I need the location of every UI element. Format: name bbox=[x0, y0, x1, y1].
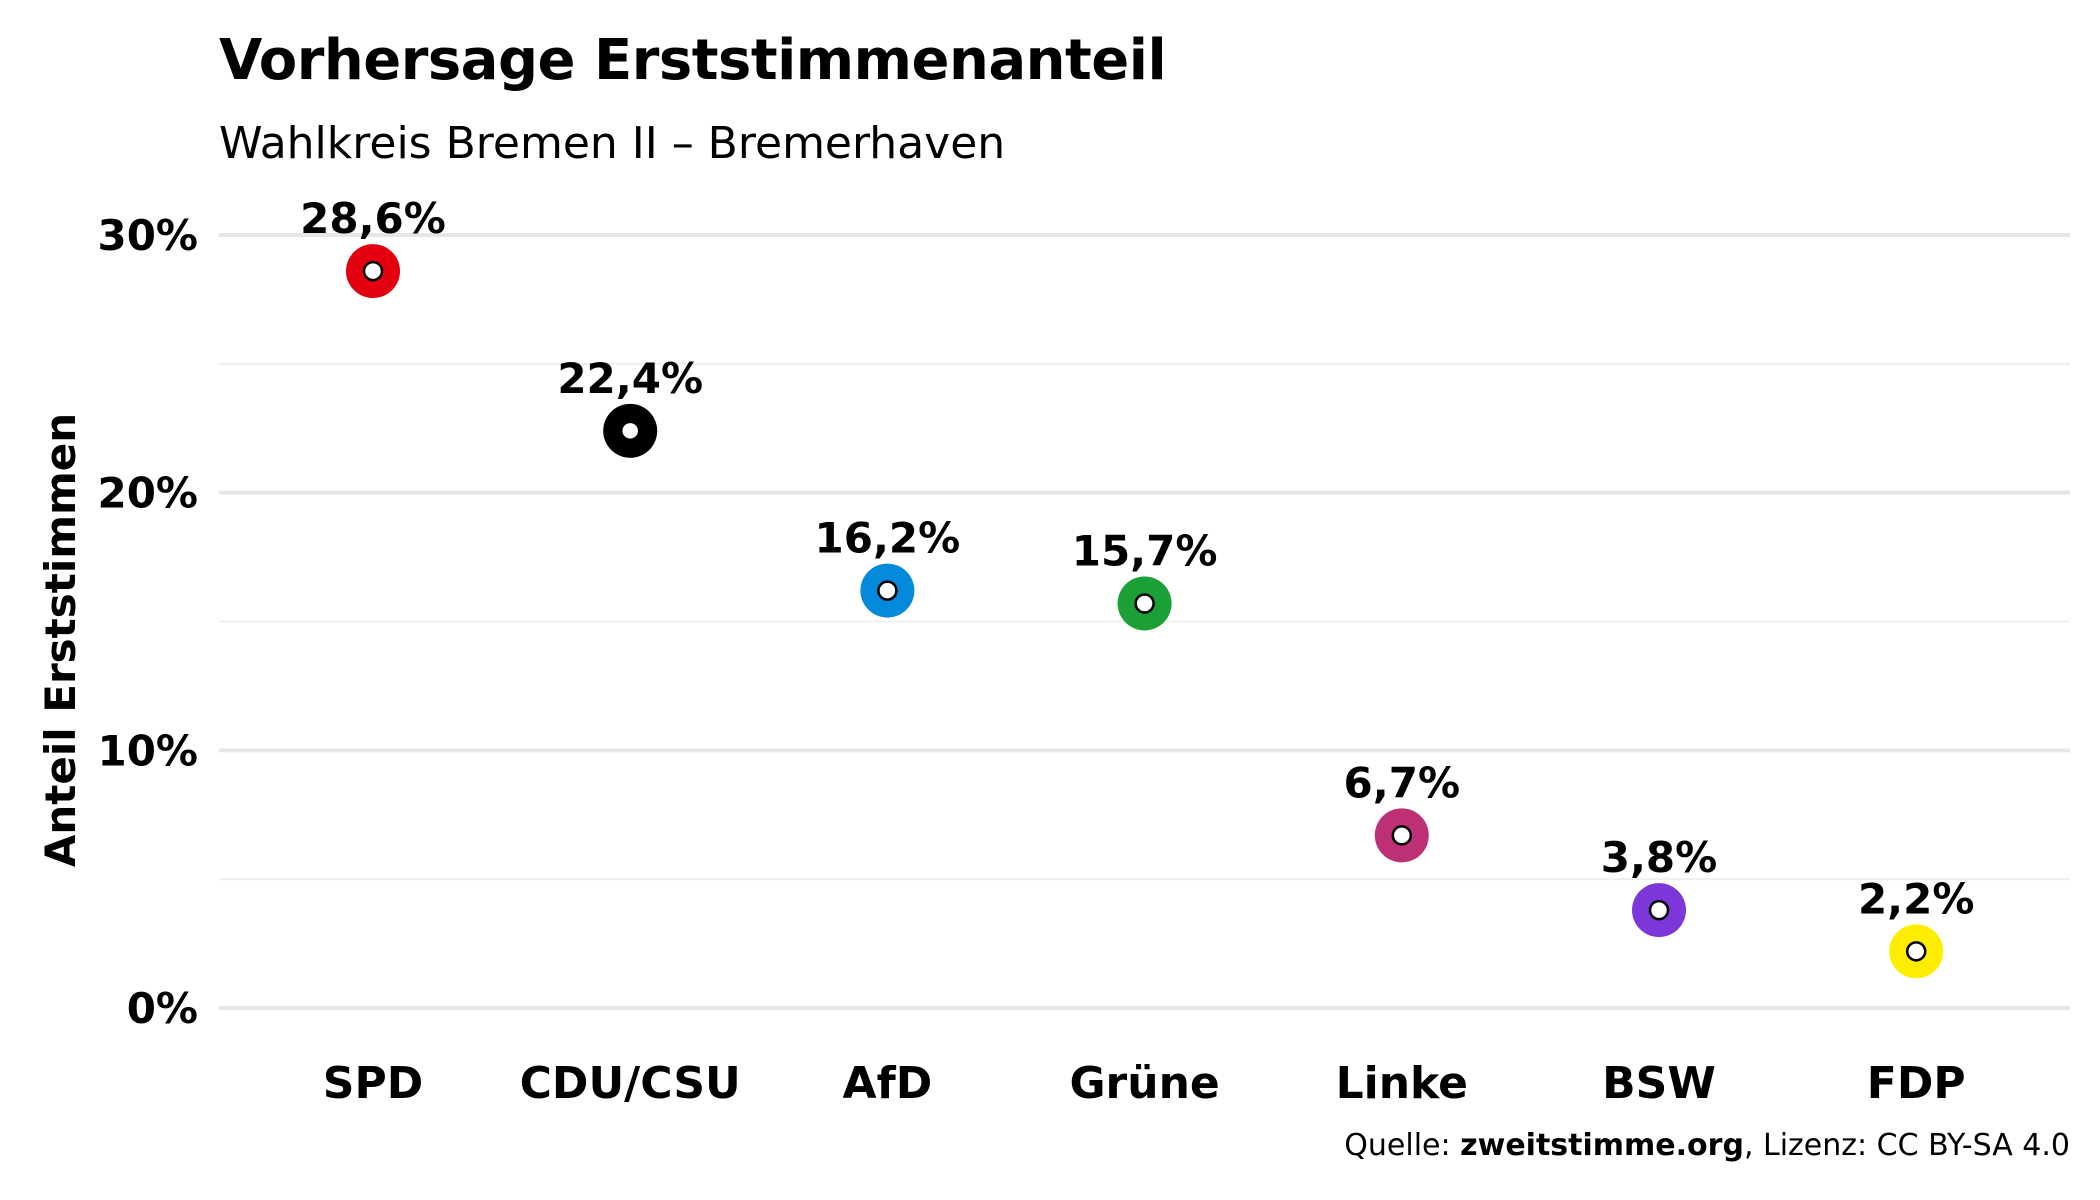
data-point-center bbox=[877, 580, 898, 601]
data-point-center bbox=[1134, 593, 1155, 614]
data-point-center bbox=[1391, 825, 1413, 846]
data-label: 22,4% bbox=[557, 354, 703, 403]
data-label: 2,2% bbox=[1858, 874, 1974, 923]
caption-prefix: Quelle: bbox=[1344, 1128, 1461, 1163]
y-tick-label: 10% bbox=[97, 726, 198, 775]
data-points: 28,6% 22,4% 16,2% 15,7% 6,7% 3,8% 2,2% bbox=[300, 194, 1974, 979]
y-axis-label: Anteil Erststimmen bbox=[36, 413, 85, 867]
x-category-label: Grüne bbox=[1069, 1058, 1219, 1109]
data-label: 3,8% bbox=[1601, 833, 1717, 882]
y-axis-ticks: 0% 10% 20% 30% bbox=[97, 211, 198, 1033]
chart-title: Vorhersage Erststimmenanteil bbox=[219, 28, 1167, 93]
data-label: 6,7% bbox=[1344, 758, 1460, 807]
y-tick-label: 30% bbox=[97, 211, 198, 260]
x-category-label: CDU/CSU bbox=[520, 1058, 741, 1109]
x-category-label: SPD bbox=[323, 1058, 423, 1109]
data-point-center bbox=[1648, 899, 1670, 921]
x-category-label: FDP bbox=[1867, 1058, 1966, 1109]
x-category-label: Linke bbox=[1336, 1058, 1468, 1109]
data-point-center bbox=[1905, 941, 1927, 962]
y-tick-label: 0% bbox=[127, 984, 198, 1033]
y-tick-label: 20% bbox=[97, 469, 198, 518]
data-point-center bbox=[619, 420, 641, 442]
data-label: 16,2% bbox=[815, 514, 961, 563]
data-point-center bbox=[362, 260, 384, 282]
chart-subtitle: Wahlkreis Bremen II – Bremerhaven bbox=[219, 118, 1006, 169]
gridlines bbox=[219, 233, 2070, 1010]
caption-license: , Lizenz: CC BY-SA 4.0 bbox=[1743, 1128, 2070, 1163]
data-label: 28,6% bbox=[300, 194, 446, 243]
x-category-label: AfD bbox=[843, 1058, 933, 1109]
x-axis-categories: SPD CDU/CSU AfD Grüne Linke BSW FDP bbox=[323, 1058, 1966, 1109]
source-caption: Quelle: zweitstimme.org, Lizenz: CC BY-S… bbox=[1344, 1128, 2070, 1163]
caption-source: zweitstimme.org bbox=[1460, 1128, 1744, 1163]
x-category-label: BSW bbox=[1602, 1058, 1716, 1109]
data-label: 15,7% bbox=[1072, 526, 1218, 575]
